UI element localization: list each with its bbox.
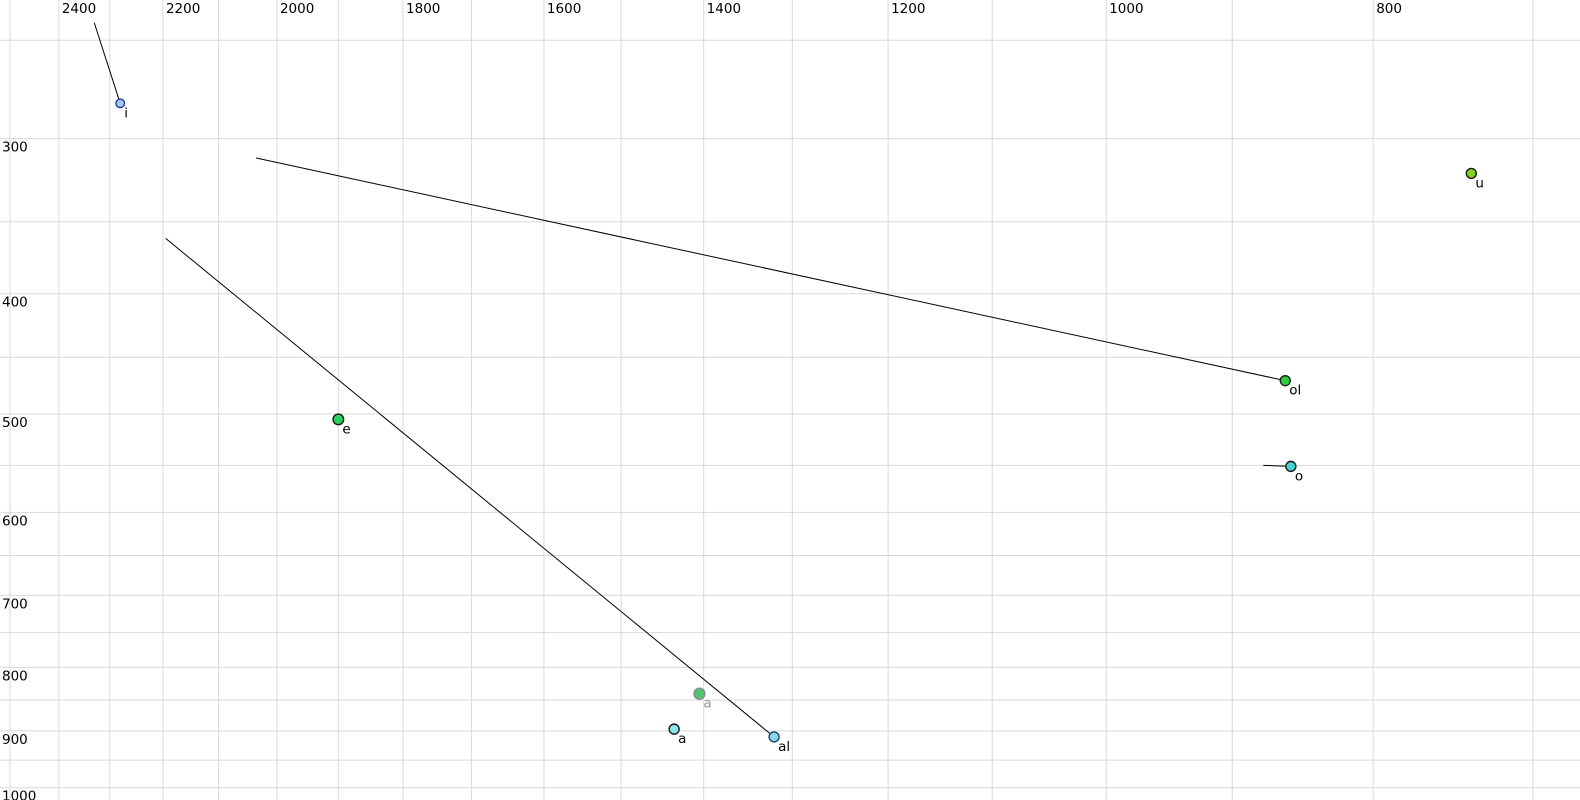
data-point-o[interactable] [1285,460,1297,473]
y-axis-tick-label: 900 [2,732,28,748]
trajectory-line-ol [256,157,1286,382]
point-label-o: o [1295,468,1303,484]
point-label-i: i [124,105,128,121]
y-axis-tick-label: 700 [2,596,28,612]
trajectory-line-al [165,238,775,738]
data-point-ol[interactable] [1279,374,1291,387]
point-label-e: e [342,421,350,437]
x-axis-tick-label: 1600 [547,1,581,17]
x-axis-tick-label: 1000 [1109,1,1143,17]
x-axis-tick-label: 1200 [891,1,925,17]
data-point-a-mid[interactable] [693,687,706,700]
y-axis-tick-label: 300 [2,140,28,156]
point-label-a-low: a [678,731,686,747]
point-label-al: al [778,739,790,755]
x-axis-tick-label: 800 [1376,1,1402,17]
x-axis-tick-label: 2000 [280,1,314,17]
point-label-a-mid: a [703,696,711,712]
y-axis-tick-label: 400 [2,295,28,311]
x-axis-tick-label: 2400 [62,1,96,17]
data-point-a-low[interactable] [668,723,680,735]
data-point-al[interactable] [768,731,780,743]
trajectory-line-i [93,22,121,104]
y-axis-tick-label: 600 [2,513,28,529]
x-axis-tick-label: 1800 [406,1,440,17]
x-axis-tick-label: 1400 [707,1,741,17]
data-point-i[interactable] [115,98,126,109]
y-axis-tick-label: 800 [2,668,28,684]
x-axis-tick-label: 2200 [166,1,200,17]
data-point-u[interactable] [1465,167,1478,180]
point-label-ol: ol [1289,383,1301,399]
y-axis-tick-label: 500 [2,415,28,431]
y-axis-tick-label: 1000 [2,789,36,800]
data-point-e[interactable] [332,413,345,426]
point-label-u: u [1475,175,1484,191]
